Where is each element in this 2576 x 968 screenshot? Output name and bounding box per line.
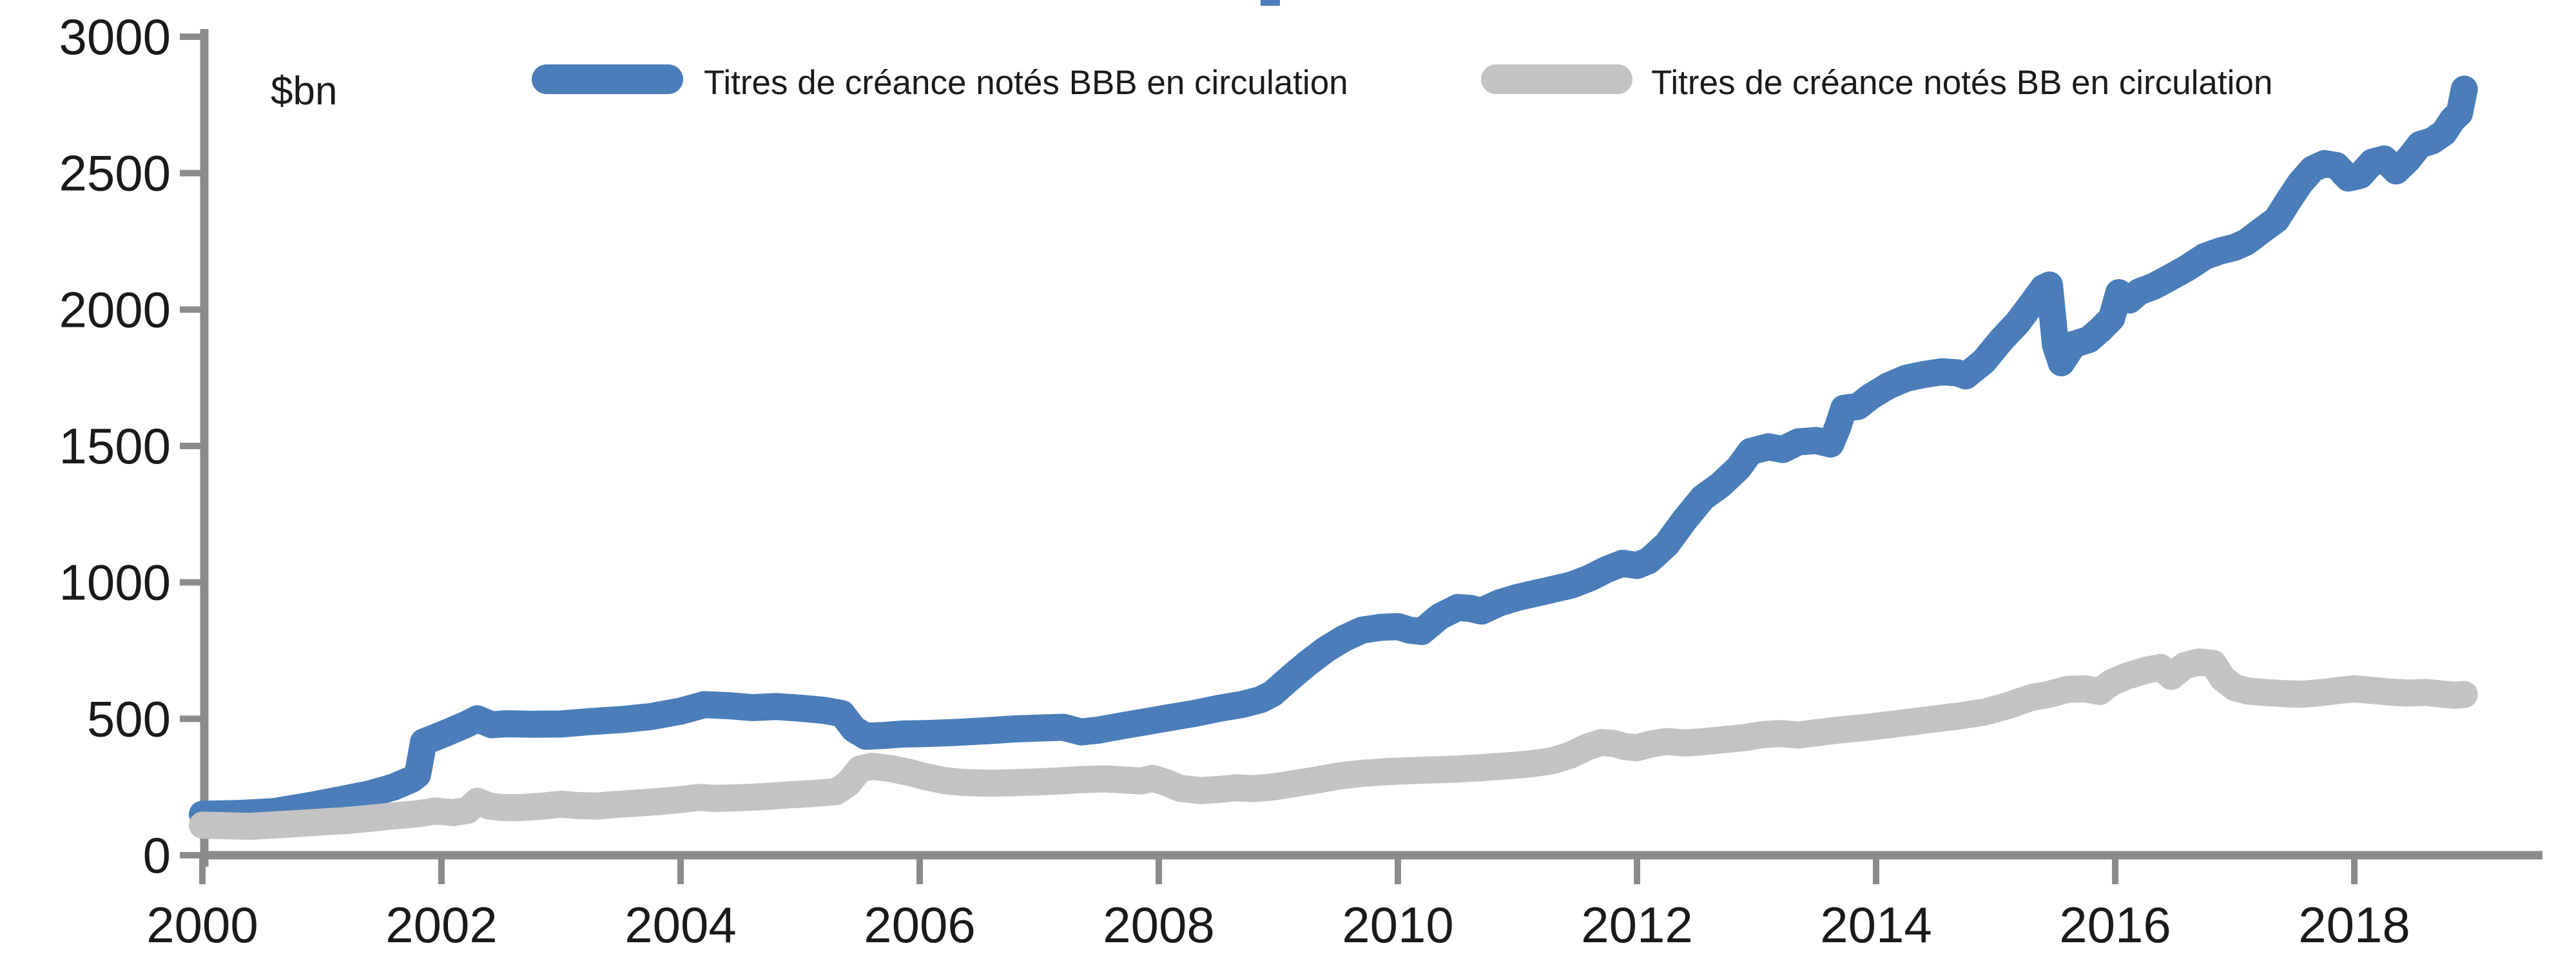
y-tick-label: 2000 (59, 281, 171, 338)
legend-label-bbb: Titres de créance notés BBB en circulati… (704, 64, 1348, 102)
y-tick-label: 500 (87, 690, 171, 747)
cropped-title-fragment (1261, 0, 1280, 6)
legend-swatch-bbb (532, 64, 683, 94)
legend-label-bb: Titres de créance notés BB en circulatio… (1651, 64, 2272, 102)
data-series (189, 75, 2478, 840)
x-tick-label: 2000 (146, 896, 258, 953)
y-tick-label: 3000 (59, 8, 171, 65)
x-tick-label: 2010 (1342, 896, 1454, 953)
y-tick-label: 2500 (59, 145, 171, 202)
y-axis-unit-label: $bn (271, 69, 337, 113)
series-line-bb (189, 648, 2478, 840)
x-tick-label: 2018 (2298, 896, 2410, 953)
legend: Titres de créance notés BBB en circulati… (532, 64, 2272, 102)
x-tick-label: 2014 (1820, 896, 1932, 953)
legend-swatch-bb (1481, 64, 1632, 94)
x-tick-label: 2004 (625, 896, 737, 953)
y-tick-label: 0 (143, 827, 171, 884)
y-tick-label: 1500 (59, 418, 171, 474)
x-tick-label: 2016 (2059, 896, 2171, 953)
series-line-bbb (189, 75, 2478, 828)
x-tick-label: 2008 (1103, 896, 1215, 953)
y-tick-label: 1000 (59, 554, 171, 611)
x-tick-label: 2002 (385, 896, 498, 953)
x-tick-label: 2012 (1581, 896, 1693, 953)
x-tick-label: 2006 (864, 896, 976, 953)
axes: 0 500 1000 1500 2000 2500 3000 2000 2002 2004 2006… (59, 8, 2542, 953)
